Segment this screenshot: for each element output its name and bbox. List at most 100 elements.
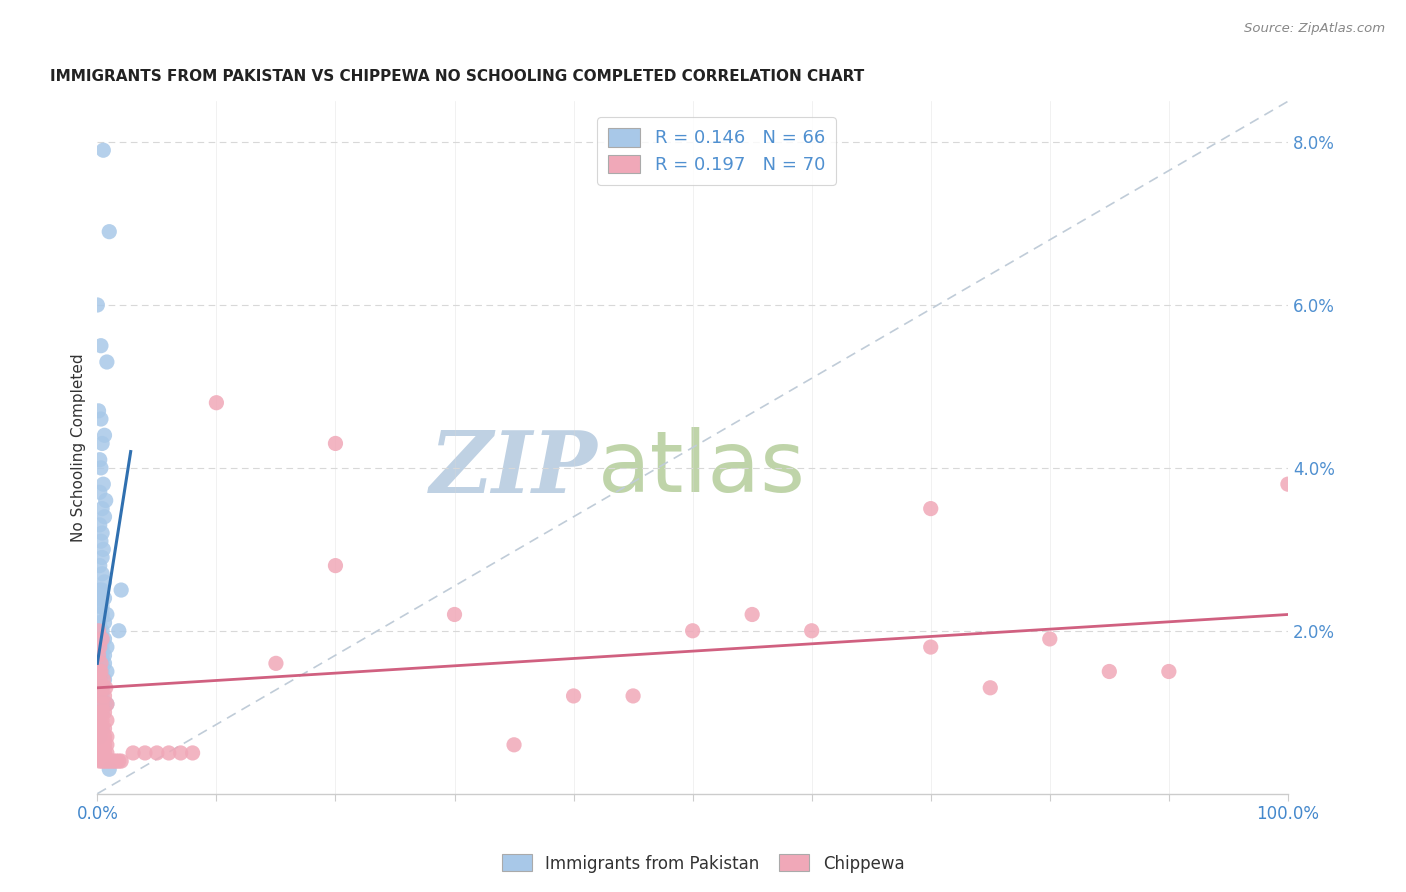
Point [91,436,114,450]
Point [741,607,763,622]
Point [91,657,114,671]
Point [96,607,118,622]
Point [91,648,114,663]
Point [89,714,111,728]
Point [89,754,111,768]
Point [91,526,114,541]
Point [91,673,114,687]
Point [105,754,128,768]
Point [96,714,118,728]
Point [89,730,111,744]
Point [89,558,111,573]
Point [90,657,112,671]
Point [107,754,129,768]
Point [94,681,117,695]
Point [98,225,121,239]
Point [89,599,111,614]
Point [93,591,115,606]
Point [89,673,111,687]
Point [110,754,132,768]
Point [91,143,114,157]
Point [91,714,114,728]
Point [91,681,114,695]
Point [89,632,111,646]
Point [89,689,111,703]
Point [91,681,114,695]
Point [91,689,114,703]
Point [157,746,180,760]
Point [91,566,114,581]
Point [91,632,114,646]
Point [91,705,114,719]
Point [89,615,111,630]
Point [325,558,347,573]
Point [90,534,112,549]
Point [110,582,132,597]
Point [96,697,118,711]
Point [443,607,465,622]
Point [93,746,115,760]
Point [96,640,118,654]
Point [89,665,111,679]
Point [91,501,114,516]
Point [90,339,112,353]
Point [87,648,110,663]
Point [920,640,942,654]
Point [89,705,111,719]
Point [91,550,114,565]
Point [1157,665,1180,679]
Point [1039,632,1062,646]
Legend: Immigrants from Pakistan, Chippewa: Immigrants from Pakistan, Chippewa [495,847,911,880]
Point [96,746,118,760]
Point [91,738,114,752]
Point [146,746,169,760]
Point [87,624,110,638]
Point [90,461,112,475]
Point [979,681,1001,695]
Point [325,436,347,450]
Point [89,689,111,703]
Point [89,665,111,679]
Point [91,697,114,711]
Point [89,517,111,532]
Point [90,665,112,679]
Point [170,746,193,760]
Point [91,542,114,557]
Point [89,722,111,736]
Point [89,624,111,638]
Point [89,746,111,760]
Point [205,395,228,409]
Point [1277,477,1299,491]
Point [93,657,115,671]
Point [96,665,118,679]
Point [93,615,115,630]
Point [93,648,115,663]
Point [89,673,111,687]
Point [93,754,115,768]
Point [91,722,114,736]
Point [89,681,111,695]
Point [89,705,111,719]
Point [90,412,112,426]
Legend: R = 0.146   N = 66, R = 0.197   N = 70: R = 0.146 N = 66, R = 0.197 N = 70 [598,118,837,185]
Point [89,485,111,500]
Point [93,428,115,442]
Point [91,722,114,736]
Point [91,599,114,614]
Point [89,738,111,752]
Point [96,697,118,711]
Point [562,689,585,703]
Point [93,632,115,646]
Point [93,705,115,719]
Point [93,673,115,687]
Text: Source: ZipAtlas.com: Source: ZipAtlas.com [1244,22,1385,36]
Text: ZIP: ZIP [429,426,598,510]
Point [86,298,108,312]
Text: atlas: atlas [598,426,806,510]
Point [89,591,111,606]
Point [89,648,111,663]
Point [91,730,114,744]
Point [503,738,526,752]
Point [91,632,114,646]
Point [682,624,704,638]
